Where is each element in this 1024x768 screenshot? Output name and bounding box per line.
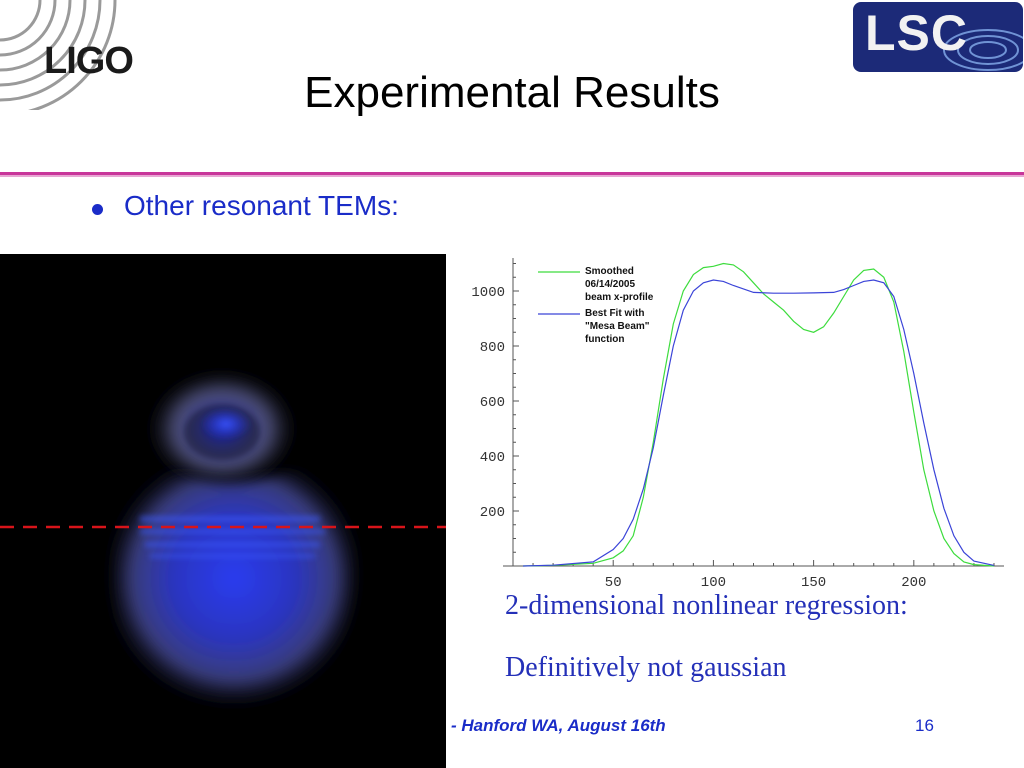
bullet-text: Other resonant TEMs: [124, 190, 399, 221]
footer-location: - Hanford WA, August 16th [451, 716, 666, 735]
legend-label-smoothed: Smoothed [585, 266, 634, 277]
title-divider-shadow [0, 175, 1024, 177]
title-divider [0, 172, 1024, 175]
ligo-logo-text: LIGO [44, 40, 134, 82]
beam-camera-image [0, 254, 460, 768]
y-tick-label: 600 [480, 395, 505, 411]
legend-label-best-fit: "Mesa Beam" [585, 321, 650, 332]
series-line-best-fit [522, 279, 995, 567]
regression-note: 2-dimensional nonlinear regression: [505, 590, 908, 621]
y-tick-label: 200 [480, 505, 505, 521]
beam-profile-picture [0, 367, 460, 713]
y-tick-label: 800 [480, 340, 505, 356]
lsc-logo: LSC [853, 2, 1023, 72]
lsc-logo-text: LSC [865, 5, 968, 61]
legend-label-smoothed: beam x-profile [585, 292, 654, 303]
lsc-logo-waves [943, 29, 1023, 71]
slide-title: Experimental Results [304, 68, 720, 117]
x-tick-label: 150 [801, 575, 826, 591]
bullet-dot [92, 204, 103, 215]
x-tick-label: 50 [605, 575, 622, 591]
legend-label-best-fit: Best Fit with [585, 308, 644, 319]
beam-profile-chart: 200 400 600 800 1000 50 100 150 200 Smoothed 06/14… [471, 258, 1004, 591]
y-tick-label: 1000 [471, 285, 505, 301]
legend-label-smoothed: 06/14/2005 [585, 279, 635, 290]
y-tick-label: 400 [480, 450, 505, 466]
x-tick-label: 100 [701, 575, 726, 591]
page-number: 16 [915, 716, 934, 735]
x-tick-label: 200 [901, 575, 926, 591]
conclusion-note: Definitively not gaussian [505, 652, 787, 683]
legend-label-best-fit: function [585, 334, 624, 345]
